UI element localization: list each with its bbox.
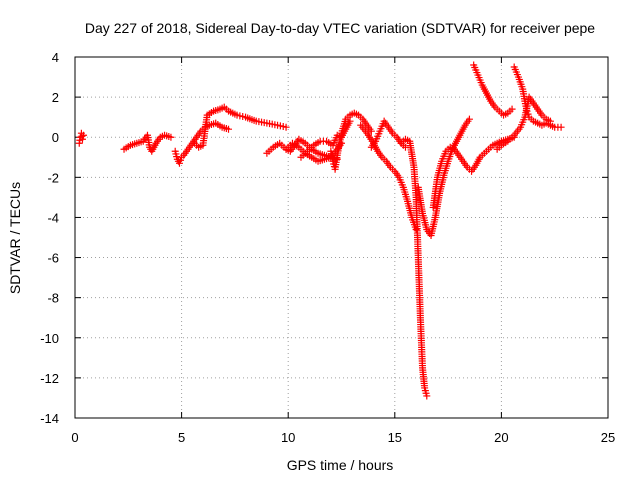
data-point [175,159,183,167]
y-tick-label: -12 [40,371,59,386]
axis-ticks: 0 5 10 15 20 25 -14 -12 -10 -8 -6 -4 -2 0 2 4 [40,50,615,445]
x-tick-label: 20 [494,430,508,445]
data-point [508,105,516,113]
series-arc1 [75,129,88,147]
y-tick-label: 2 [52,90,59,105]
data-point [367,127,375,135]
x-tick-label: 5 [178,430,185,445]
data-point [423,392,431,400]
data-point [412,225,420,233]
data-point [546,117,554,125]
series-arc4 [190,103,290,151]
y-axis-label: SDTVAR / TECUs [7,182,23,294]
data-point [167,133,175,141]
series-arc15 [510,63,565,131]
x-tick-label: 15 [388,430,402,445]
series-arc16 [493,93,554,153]
series-arc8 [327,109,375,173]
y-tick-label: -2 [47,170,59,185]
data-point [225,125,233,133]
series-arc3 [171,119,233,167]
chart-title: Day 227 of 2018, Sidereal Day-to-day VTE… [85,20,595,36]
y-tick-label: 0 [52,130,59,145]
x-tick-label: 25 [601,430,615,445]
series-arc9 [367,117,409,151]
x-tick-label: 10 [281,430,295,445]
series-arc11 [397,135,431,400]
series-arc2 [120,131,175,155]
x-axis-label: GPS time / hours [287,457,394,473]
y-tick-label: -8 [47,291,59,306]
data-points [75,61,565,400]
y-tick-label: -10 [40,331,59,346]
y-tick-label: -14 [40,411,59,426]
y-tick-label: -4 [47,210,59,225]
series-arc14 [470,61,516,119]
x-tick-label: 0 [71,430,78,445]
y-tick-label: 4 [52,50,59,65]
data-point [557,123,565,131]
data-point [177,156,185,164]
grid [75,57,608,418]
y-tick-label: -6 [47,251,59,266]
data-point [78,135,86,143]
data-point [282,123,290,131]
data-point [80,131,88,139]
data-point [465,115,473,123]
plot-frame [74,56,609,419]
